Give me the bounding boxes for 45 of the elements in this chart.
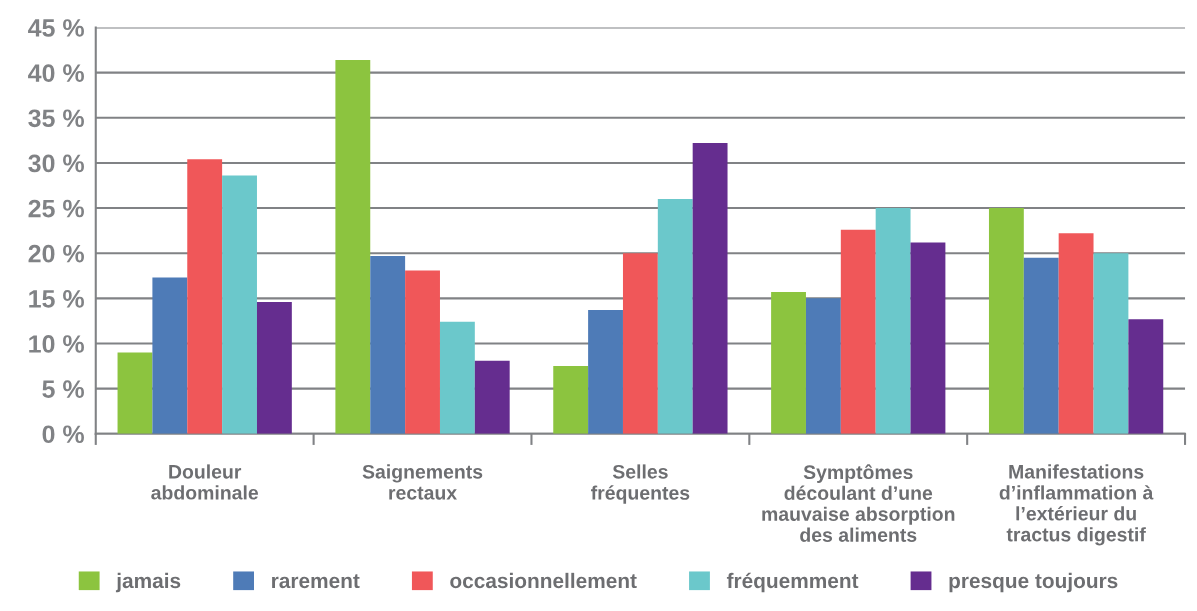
bar	[622, 253, 658, 434]
bar	[692, 143, 728, 434]
bar	[588, 310, 623, 434]
legend-label: fréquemment	[726, 572, 859, 593]
bar	[910, 242, 946, 434]
bar	[370, 255, 406, 434]
bar	[1093, 253, 1129, 434]
legend-label: occasionnellement	[450, 572, 637, 589]
bar	[771, 292, 806, 434]
bar	[117, 352, 153, 434]
bar	[474, 360, 510, 434]
bar	[405, 270, 440, 434]
bar	[222, 175, 257, 434]
bar	[988, 208, 1024, 434]
y-tick-label: 30 %	[28, 154, 84, 173]
bar	[1128, 319, 1164, 434]
bar	[1023, 257, 1059, 434]
bar	[657, 199, 693, 434]
x-tick-label: Douleur abdominale	[151, 464, 259, 500]
x-tick-label: Symptômes découlant d’une mauvaise absorption des aliments	[762, 464, 955, 542]
bar	[875, 208, 911, 434]
x-tick-label: Manifestations d’inflammation à l’extérieur du tractus digestif	[999, 464, 1154, 546]
bar	[152, 277, 188, 434]
y-tick-label: 0 %	[42, 425, 84, 444]
y-tick-label: 5 %	[42, 380, 84, 398]
bar	[805, 298, 841, 434]
y-tick-label: 20 %	[28, 244, 84, 263]
legend-label: rarement	[272, 574, 360, 589]
bar	[1058, 233, 1094, 434]
x-tick-label: Selles fréquentes	[591, 464, 690, 504]
bar	[840, 229, 876, 434]
y-tick-label: 40 %	[28, 64, 84, 82]
bar	[439, 321, 475, 434]
bar	[256, 301, 292, 434]
x-tick-label: Saignements rectaux	[362, 464, 483, 500]
y-tick-label: 45 %	[28, 19, 84, 37]
y-tick-label: 10 %	[29, 335, 84, 353]
y-tick-label: 25 %	[28, 199, 84, 218]
bar	[553, 366, 589, 434]
y-tick-label: 15 %	[29, 290, 84, 308]
bar	[335, 60, 371, 434]
legend-label: presque toujours	[949, 572, 1118, 593]
bar	[187, 159, 223, 434]
y-tick-label: 35 %	[28, 109, 84, 128]
legend-label: jamais	[115, 572, 181, 593]
